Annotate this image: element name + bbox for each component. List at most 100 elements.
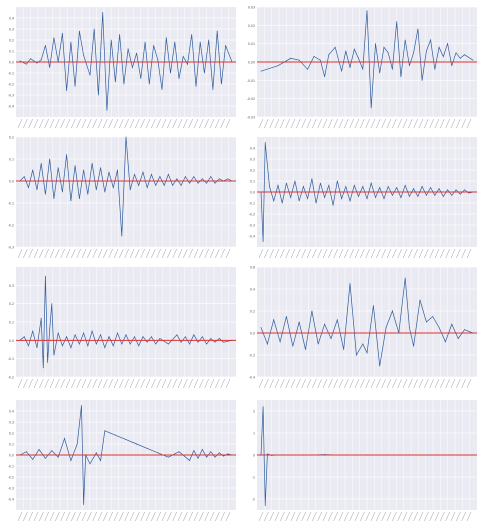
x-tick-mark	[156, 378, 161, 389]
y-tick-label: 0.1	[9, 321, 14, 325]
x-tick-mark	[381, 118, 386, 129]
data-point	[459, 193, 461, 195]
data-point	[362, 343, 364, 345]
data-point	[307, 198, 309, 200]
x-tick-mark	[156, 248, 161, 259]
x-tick-mark	[151, 118, 156, 129]
x-tick-mark	[408, 378, 413, 389]
x-tick-mark	[381, 248, 386, 259]
x-tick-mark	[413, 248, 418, 259]
y-tick-label: -0.4	[8, 105, 14, 109]
data-point	[83, 504, 84, 505]
data-point	[298, 200, 300, 202]
y-tick-label: 0.2	[9, 432, 14, 436]
data-point	[421, 79, 423, 81]
data-point	[42, 367, 44, 369]
data-point	[136, 52, 138, 54]
x-tick-mark	[49, 378, 55, 389]
y-tick-label: 0.0	[9, 180, 14, 184]
x-tick-mark	[156, 118, 161, 129]
data-point	[445, 341, 446, 343]
x-tick-mark	[97, 511, 103, 522]
x-tick-mark	[280, 248, 285, 259]
x-tick-mark	[349, 511, 354, 522]
data-point	[396, 21, 398, 23]
y-tick-label: 0.3	[9, 421, 14, 425]
data-point	[409, 327, 410, 328]
x-tick-mark	[76, 248, 81, 259]
x-tick-mark	[76, 118, 81, 129]
data-point	[336, 319, 338, 321]
data-point	[438, 188, 440, 190]
x-tick-mark	[392, 378, 397, 389]
x-tick-mark	[312, 248, 317, 259]
data-point	[269, 186, 270, 187]
x-tick-mark	[39, 248, 44, 259]
x-tick-mark	[456, 118, 461, 129]
data-point	[197, 182, 199, 184]
x-tick-mark	[97, 248, 103, 259]
data-point	[345, 454, 347, 456]
data-point	[260, 327, 262, 328]
x-tick-mark	[258, 378, 264, 389]
x-tick-mark	[65, 248, 71, 259]
y-tick-label: 0.6	[250, 266, 255, 270]
data-point	[216, 30, 218, 32]
x-tick-mark	[97, 378, 103, 389]
x-tick-mark	[466, 511, 472, 522]
x-tick-mark	[183, 248, 188, 259]
y-tick-label: -0.1	[8, 202, 14, 206]
y-tick-label: 0.0	[9, 61, 14, 65]
data-point	[286, 316, 287, 317]
data-point	[140, 78, 142, 79]
y-tick-label: -0.1	[8, 465, 14, 469]
x-tick-mark	[199, 511, 204, 522]
data-point	[375, 43, 376, 45]
x-tick-mark	[145, 511, 151, 522]
x-tick-mark	[167, 118, 172, 129]
data-point	[36, 347, 38, 349]
data-point	[91, 330, 93, 332]
data-point	[419, 299, 421, 301]
x-tick-mark	[161, 511, 167, 522]
x-tick-mark	[290, 378, 296, 389]
x-tick-mark	[269, 118, 274, 129]
x-tick-mark	[140, 118, 145, 129]
data-point	[324, 454, 325, 455]
x-tick-mark	[381, 511, 386, 522]
data-point	[19, 339, 21, 341]
data-point	[387, 52, 389, 54]
x-tick-mark	[220, 118, 225, 129]
data-point	[81, 405, 82, 406]
data-point	[231, 454, 233, 456]
x-tick-mark	[312, 511, 317, 522]
data-point	[330, 338, 332, 339]
x-tick-mark	[434, 118, 440, 129]
data-point	[100, 167, 101, 169]
x-tick-mark	[354, 248, 360, 259]
x-tick-mark	[434, 378, 440, 389]
data-point	[409, 65, 410, 67]
data-point	[32, 169, 34, 171]
x-tick-mark	[167, 378, 172, 389]
data-point	[341, 198, 342, 200]
data-point	[28, 187, 29, 189]
x-tick-mark	[17, 118, 23, 129]
data-point	[204, 72, 205, 74]
data-point	[51, 303, 53, 305]
data-point	[62, 33, 63, 34]
data-point	[221, 83, 222, 85]
data-point	[464, 189, 465, 191]
data-point	[290, 57, 292, 59]
data-point	[168, 343, 169, 345]
x-tick-mark	[461, 118, 466, 129]
y-tick-label: 0.02	[248, 24, 255, 28]
x-tick-mark	[177, 378, 183, 389]
x-tick-mark	[33, 248, 39, 259]
x-tick-mark	[392, 248, 397, 259]
x-tick-mark	[328, 378, 333, 389]
data-point	[64, 438, 65, 439]
x-tick-mark	[177, 511, 183, 522]
data-point	[49, 67, 51, 68]
x-tick-mark	[376, 248, 381, 259]
